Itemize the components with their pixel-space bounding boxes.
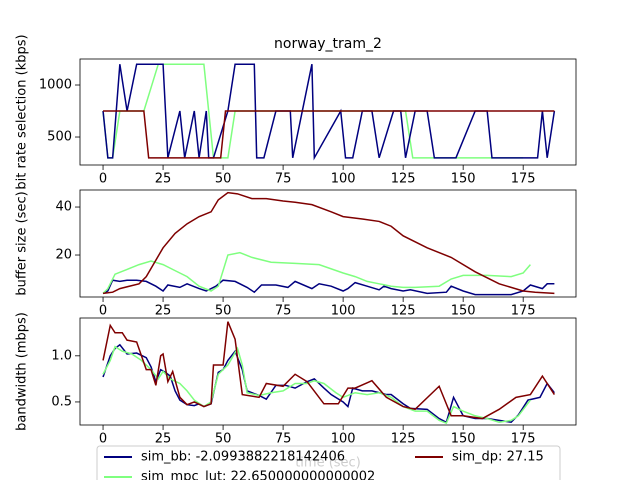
x-tick-label: 0 <box>99 432 107 447</box>
legend-label: sim_bb: -2.0993882218142406 <box>141 450 345 465</box>
series-line <box>102 345 531 425</box>
x-tick-label: 50 <box>215 432 232 447</box>
x-tick-label: 175 <box>511 432 536 447</box>
x-tick-label: 150 <box>451 432 476 447</box>
series-line <box>102 251 531 294</box>
y-tick-label: 20 <box>55 248 72 263</box>
x-tick-label: 50 <box>215 172 232 187</box>
y-axis-label: buffer size (sec) <box>15 191 30 295</box>
legend-label: sim_mpc_lut: 22.650000000000002 <box>141 470 375 480</box>
chart-title: norway_tram_2 <box>274 36 382 52</box>
x-tick-label: 125 <box>391 172 416 187</box>
x-tick-label: 150 <box>451 304 476 319</box>
x-tick-label: 75 <box>275 304 292 319</box>
y-tick-label: 40 <box>55 200 72 215</box>
y-tick-label: 500 <box>47 130 72 145</box>
x-tick-label: 25 <box>155 432 172 447</box>
x-tick-label: 150 <box>451 172 476 187</box>
series-line <box>102 343 555 424</box>
x-tick-label: 50 <box>215 304 232 319</box>
y-axis-label: bit rate selection (kbps) <box>15 34 30 189</box>
axes-frame <box>79 58 577 166</box>
x-tick-label: 25 <box>155 304 172 319</box>
x-tick-label: 100 <box>331 304 356 319</box>
x-tick-label: 75 <box>275 432 292 447</box>
x-tick-label: 175 <box>511 172 536 187</box>
x-tick-label: 125 <box>391 432 416 447</box>
x-tick-label: 0 <box>99 172 107 187</box>
series-line <box>103 110 555 159</box>
x-tick-label: 100 <box>331 432 356 447</box>
x-tick-label: 175 <box>511 304 536 319</box>
x-tick-label: 125 <box>391 304 416 319</box>
series-line <box>102 191 555 295</box>
legend-box <box>96 445 561 480</box>
series-line <box>102 279 555 296</box>
axes-frame <box>79 189 577 298</box>
y-tick-label: 0.5 <box>51 394 72 409</box>
legend-label: sim_dp: 27.15 <box>452 450 544 465</box>
y-tick-label: 1.0 <box>51 348 72 363</box>
x-tick-label: 25 <box>155 172 172 187</box>
x-tick-label: 100 <box>331 172 356 187</box>
y-tick-label: 1000 <box>39 78 72 93</box>
axes-frame <box>79 317 577 426</box>
y-axis-label: bandwidth (mbps) <box>15 312 30 431</box>
x-tick-label: 0 <box>99 304 107 319</box>
x-tick-label: 75 <box>275 172 292 187</box>
series-line <box>102 321 556 420</box>
